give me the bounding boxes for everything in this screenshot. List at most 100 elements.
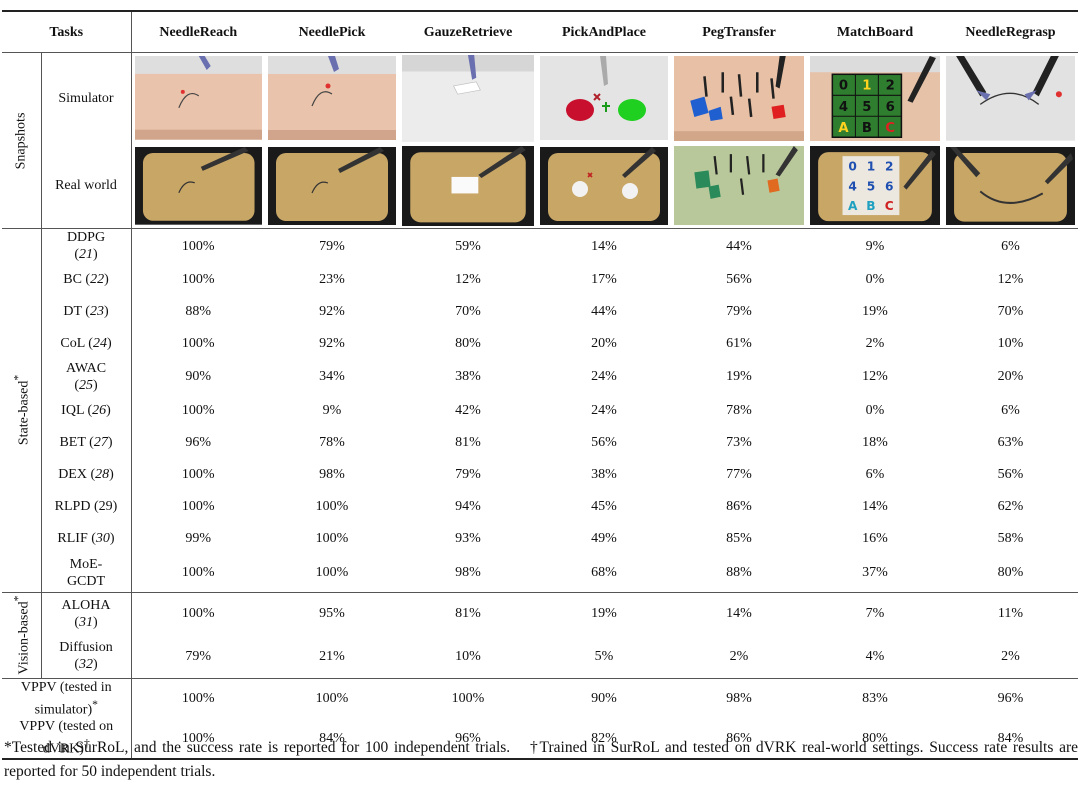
value-cell: 78% bbox=[726, 402, 752, 418]
value-cell: 80% bbox=[997, 565, 1024, 581]
board-glyph: A bbox=[838, 121, 849, 136]
value-cell: 93% bbox=[455, 530, 481, 546]
value-cell: 100% bbox=[315, 530, 349, 546]
value-cell: 100% bbox=[181, 271, 215, 287]
board-glyph: 2 bbox=[885, 160, 893, 174]
value-cell: 0% bbox=[865, 271, 885, 287]
value-cell: 100% bbox=[181, 730, 215, 746]
value-cell: 96% bbox=[997, 690, 1024, 706]
value-cell: 2% bbox=[729, 648, 749, 664]
sim-snapshot-needlereach bbox=[131, 53, 265, 144]
value-cell: 44% bbox=[726, 238, 752, 254]
sim-snapshot-pegtransfer bbox=[671, 53, 807, 144]
value-cell: 5% bbox=[594, 648, 614, 664]
real-snapshot-pegtransfer bbox=[671, 144, 807, 229]
task-header: NeedleReach bbox=[159, 24, 238, 40]
simulator-row: Snapshots Simulator bbox=[2, 52, 1078, 229]
value-cell: 12% bbox=[862, 369, 888, 385]
value-cell: 19% bbox=[862, 303, 888, 319]
method-label: IQL (26) bbox=[41, 394, 132, 427]
value-cell: 56% bbox=[591, 434, 617, 450]
table-row: BC (22) 100% 23% 12% 17% 56% 0% 12% bbox=[2, 263, 1078, 296]
method-label: BET (27) bbox=[41, 426, 132, 459]
real-needlepick-image bbox=[268, 146, 396, 225]
value-cell: 79% bbox=[455, 466, 481, 482]
value-cell: 90% bbox=[185, 369, 212, 385]
value-cell: 100% bbox=[181, 466, 215, 482]
real-gauzeretrieve-image bbox=[402, 145, 534, 227]
value-cell: 99% bbox=[185, 530, 212, 546]
value-cell: 19% bbox=[726, 369, 752, 385]
value-cell: 14% bbox=[591, 238, 617, 254]
table-row: VPPV (tested in simulator)* 100% 100% 100… bbox=[2, 678, 1078, 719]
value-cell: 10% bbox=[455, 648, 481, 664]
value-cell: 7% bbox=[865, 606, 885, 622]
table-row: DT (23) 88% 92% 70% 44% 79% 19% 70% bbox=[2, 295, 1078, 328]
real-pegtransfer-image bbox=[674, 146, 804, 226]
value-cell: 100% bbox=[181, 606, 215, 622]
value-cell: 96% bbox=[185, 434, 212, 450]
value-cell: 82% bbox=[591, 730, 617, 746]
method-label: CoL (24) bbox=[41, 327, 132, 360]
sim-snapshot-pickandplace bbox=[537, 53, 671, 144]
value-cell: 73% bbox=[726, 434, 752, 450]
method-label: BC (22) bbox=[41, 263, 132, 296]
table-footnote: *Tested in SurRoL, and the success rate … bbox=[4, 736, 1078, 784]
task-header: NeedlePick bbox=[298, 24, 366, 40]
value-cell: 6% bbox=[1001, 402, 1020, 418]
footnote-tested-surrol: *Tested in SurRoL, and the success rate … bbox=[4, 739, 511, 756]
vppv-sim-label: VPPV (tested in simulator)* bbox=[2, 678, 132, 719]
value-cell: 100% bbox=[181, 565, 215, 581]
value-cell: 44% bbox=[591, 303, 617, 319]
value-cell: 98% bbox=[319, 466, 345, 482]
value-cell: 88% bbox=[726, 565, 752, 581]
value-cell: 92% bbox=[319, 335, 345, 351]
method-label: RLPD (29) bbox=[41, 490, 132, 523]
value-cell: 2% bbox=[865, 335, 885, 351]
real-world-label: Real world bbox=[41, 143, 132, 229]
sim-snapshot-needlepick bbox=[265, 53, 399, 144]
real-snapshot-pickandplace bbox=[537, 144, 671, 229]
table-row: Vision-based* ALOHA (31) 100% 95% 81% 19%… bbox=[2, 592, 1078, 679]
real-snapshot-gauzeretrieve bbox=[399, 144, 537, 229]
method-label: RLIF (30) bbox=[41, 522, 132, 555]
board-glyph: C bbox=[885, 199, 894, 213]
value-cell: 100% bbox=[181, 498, 215, 514]
value-cell: 0% bbox=[865, 402, 885, 418]
value-cell: 11% bbox=[997, 606, 1024, 622]
table-row: RLPD (29) 100% 100% 94% 45% 86% 14% 62% bbox=[2, 490, 1078, 523]
board-glyph: 2 bbox=[886, 78, 895, 93]
board-glyph: B bbox=[862, 121, 872, 136]
method-label: Diffusion (32) bbox=[41, 635, 132, 679]
value-cell: 100% bbox=[451, 690, 485, 706]
value-cell: 14% bbox=[862, 498, 888, 514]
board-glyph: 6 bbox=[886, 100, 895, 115]
value-cell: 61% bbox=[726, 335, 752, 351]
real-snapshot-needlereach bbox=[131, 144, 265, 229]
real-needlereach-image bbox=[134, 147, 262, 225]
table-row: VPPV (tested on dVRK)† 100% 84% 96% 82% 8… bbox=[2, 718, 1078, 759]
value-cell: 79% bbox=[726, 303, 752, 319]
method-label: DT (23) bbox=[41, 295, 132, 328]
table-header-row: Tasks NeedleReach NeedlePick GauzeRetrie… bbox=[2, 11, 1078, 53]
value-cell: 94% bbox=[455, 498, 481, 514]
value-cell: 12% bbox=[997, 271, 1024, 287]
value-cell: 70% bbox=[997, 303, 1024, 319]
value-cell: 58% bbox=[997, 530, 1024, 546]
footnote-trained-surrol: †Trained in SurRoL and tested on dVRK re… bbox=[4, 739, 1078, 780]
board-glyph: 5 bbox=[867, 180, 875, 194]
value-cell: 79% bbox=[185, 648, 212, 664]
value-cell: 100% bbox=[181, 690, 215, 706]
real-pickandplace-image bbox=[540, 146, 668, 225]
value-cell: 100% bbox=[181, 238, 215, 254]
tasks-header: Tasks bbox=[2, 11, 132, 53]
sim-snapshot-matchboard: 0 1 2 4 5 6 A B C bbox=[807, 53, 943, 144]
sim-matchboard-image: 0 1 2 4 5 6 A B C bbox=[810, 55, 940, 141]
value-cell: 80% bbox=[455, 335, 481, 351]
task-header: MatchBoard bbox=[836, 24, 914, 40]
method-label: DDPG (21) bbox=[41, 228, 132, 264]
value-cell: 86% bbox=[726, 498, 752, 514]
value-cell: 86% bbox=[726, 730, 752, 746]
value-cell: 78% bbox=[319, 434, 345, 450]
value-cell: 10% bbox=[997, 335, 1024, 351]
